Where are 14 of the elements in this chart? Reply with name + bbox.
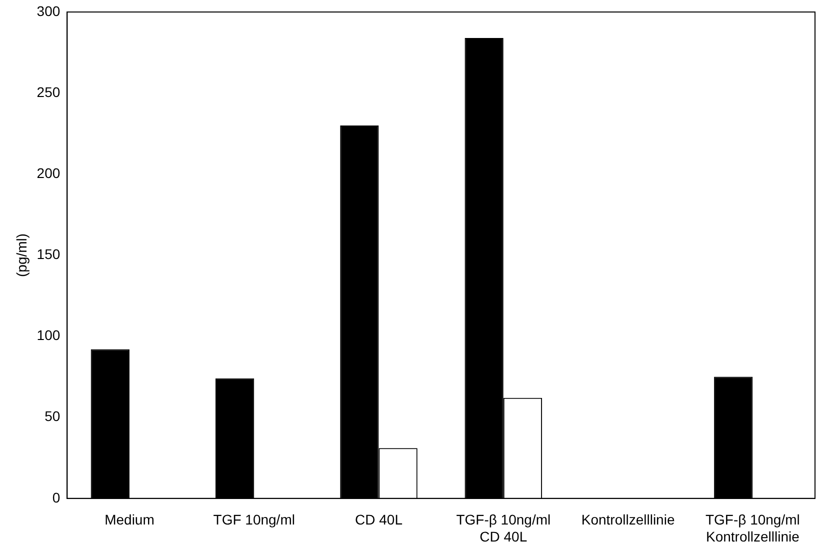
y-tick-label: 0 (52, 489, 60, 506)
x-tick-label: Kontrollzelllinie (581, 512, 675, 528)
x-tick-label: TGF-β 10ng/ml CD 40L (456, 512, 551, 544)
x-tick-label: CD 40L (355, 512, 403, 528)
x-tick-label: TGF-β 10ng/ml Kontrollzelllinie (705, 512, 800, 544)
y-tick-label: 250 (36, 84, 60, 100)
x-tick-label: Medium (104, 512, 154, 528)
y-tick-label: 50 (44, 408, 60, 424)
x-tick-label: TGF 10ng/ml (213, 512, 295, 528)
y-tick-label: 300 (36, 2, 60, 19)
y-tick-label: 200 (36, 164, 60, 181)
y-tick-label: 150 (36, 246, 60, 262)
y-tick-label: 100 (36, 327, 60, 344)
y-axis-title: (pg/ml) (13, 233, 30, 277)
